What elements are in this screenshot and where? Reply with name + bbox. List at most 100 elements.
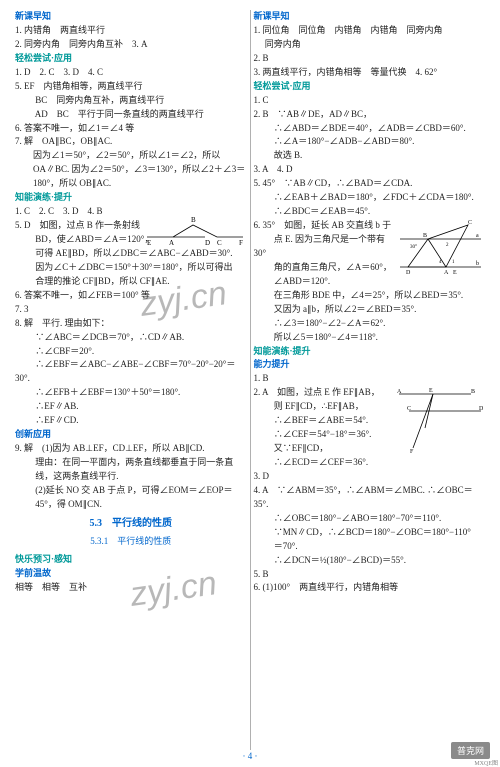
svg-text:b: b	[476, 261, 479, 267]
svg-text:30°: 30°	[410, 245, 417, 250]
page-number: · 4 ·	[243, 751, 258, 761]
svg-text:F: F	[239, 239, 243, 247]
l: 45°，得 OM∥CN.	[15, 498, 247, 512]
l: ∠ABD＝120°.	[253, 275, 393, 289]
l: ∴EF∥AB.	[15, 400, 247, 414]
l: 因为∠1＝50°，∠2＝50°，所以∠1＝∠2，所以	[15, 149, 247, 163]
l: 则 EF∥CD，∴EF∥AB，	[253, 400, 393, 414]
l: ∴∠BEF＝∠ABE＝54°.	[253, 414, 393, 428]
l: 理由：在同一平面内，两条直线都垂直于同一条直	[15, 456, 247, 470]
l: 6. 答案不唯一，如∠FEB＝100° 等	[15, 289, 247, 303]
svg-text:C: C	[407, 406, 411, 412]
left-heading-1: 新课早知	[15, 10, 247, 24]
l: AD BC 平行于同一条直线的两直线平行	[15, 108, 247, 122]
l: ∴∠ABD＝∠BDE＝40°，∠ADB＝∠CBD＝60°.	[253, 122, 485, 136]
right-column: 新课早知 1. 同位角 同位角 内错角 内错角 同旁内角 同旁内角 2. B 3…	[250, 10, 488, 750]
l: 在三角形 BDE 中，∠4＝25°，所以∠BED＝35°.	[253, 289, 485, 303]
l: 2. B ∵AB∥DE，AD∥BC，	[253, 108, 485, 122]
site-logo-sub: MXQE图	[474, 758, 498, 767]
l: ∴∠BDC＝∠EAB＝45°.	[253, 205, 485, 219]
section-title: 5.3 平行线的性质	[15, 516, 247, 532]
l: ∴∠OBC＝180°−∠ABO＝180°−70°＝110°.	[253, 512, 485, 526]
svg-text:D: D	[479, 406, 483, 412]
right-heading-4: 能力提升	[253, 358, 485, 372]
right-heading-1: 新课早知	[253, 10, 485, 24]
l: 6. 35° 如图，延长 AB 交直线 b 于	[253, 219, 393, 233]
svg-text:D: D	[406, 270, 411, 276]
svg-text:E: E	[147, 239, 151, 247]
l: 1. C	[253, 94, 485, 108]
l: 5. EF 内错角相等，两直线平行	[15, 80, 247, 94]
l: 1. 同位角 同位角 内错角 内错角 同旁内角	[253, 24, 485, 38]
svg-text:C: C	[468, 220, 472, 226]
figure-3: A B C D E F	[393, 386, 483, 461]
left-heading-4: 创新应用	[15, 428, 247, 442]
l: 线，这两条直线平行.	[15, 470, 247, 484]
l: 2. 同旁内角 同旁内角互补 3. A	[15, 38, 247, 52]
svg-text:E: E	[453, 270, 457, 276]
l: BC 同旁内角互补，两直线平行	[15, 94, 247, 108]
l: ∴∠EBF＝∠ABC−∠ABE−∠CBF＝70°−20°−20°＝30°.	[15, 358, 247, 386]
l: 合理的推论 CF∥BD，所以 CF∥AE.	[15, 275, 247, 289]
svg-text:A: A	[397, 389, 402, 395]
svg-text:2: 2	[446, 243, 449, 248]
svg-text:F: F	[410, 449, 414, 455]
l: 5. B	[253, 568, 485, 582]
l: 7. 3	[15, 303, 247, 317]
subsection-title: 5.3.1 平行线的性质	[15, 535, 247, 549]
l: 9. 解 (1)因为 AB⊥EF，CD⊥EF，所以 AB∥CD.	[15, 442, 247, 456]
l: ∴EF∥CD.	[15, 414, 247, 428]
svg-text:A: A	[169, 239, 174, 247]
svg-text:E: E	[429, 388, 433, 394]
l: 7. 解 OA∥BC，OB∥AC.	[15, 135, 247, 149]
right-heading-3: 知能演练·提升	[253, 345, 485, 359]
fig-wrap-1: E A B D C F 5. D 如图，过点 B 作一条射线 BD，使∠ABD＝…	[15, 219, 247, 247]
l: ∴∠A＝180°−∠ADB−∠ABD＝80°.	[253, 135, 485, 149]
svg-text:1: 1	[452, 260, 455, 265]
figure-1: E A B D C F	[145, 217, 245, 252]
l: (2)延长 NO 交 AB 于点 P，可得∠EOM＝∠EOP＝	[15, 484, 247, 498]
page: 新课早知 1. 内错角 两直线平行 2. 同旁内角 同旁内角互补 3. A 轻松…	[0, 0, 500, 760]
l: ∴∠EFB＋∠EBF＝130°＋50°＝180°.	[15, 386, 247, 400]
l: ∴∠EAB＋∠BAD＝180°，∠FDC＋∠CDA＝180°.	[253, 191, 485, 205]
l: 5. 45° ∵AB∥CD，∴∠BAD＝∠CDA.	[253, 177, 485, 191]
l: ∵MN∥CD，∴∠BCD＝180°−∠OBC＝180°−110°	[253, 526, 485, 540]
l: ＝70°.	[253, 540, 485, 554]
figure-2: C a b B D A E 30° 2 4 1	[398, 219, 483, 282]
l: 1. B	[253, 372, 485, 386]
svg-text:C: C	[217, 239, 222, 247]
l: OA∥BC. 因为∠2＝50°，∠3＝130°，所以∠2＋∠3＝	[15, 163, 247, 177]
l: 角的直角三角尺，∠A＝60°，	[253, 261, 393, 275]
l: 又∵EF∥CD，	[253, 442, 393, 456]
svg-text:B: B	[423, 233, 427, 239]
l: 180°，所以 OB∥AC.	[15, 177, 247, 191]
l: 点 E. 因为三角尺是一个带有 30°	[253, 233, 393, 261]
svg-text:B: B	[191, 217, 196, 224]
left-heading-3: 知能演练·提升	[15, 191, 247, 205]
l: 故选 B.	[253, 149, 485, 163]
l: 2. A 如图，过点 E 作 EF∥AB，	[253, 386, 393, 400]
fig-wrap-2: C a b B D A E 30° 2 4 1 6. 35° 如图，延长 AB …	[253, 219, 485, 289]
l: 4. A ∵∠ABM＝35°，∴∠ABM＝∠MBC. ∴∠OBC＝35°.	[253, 484, 485, 512]
svg-text:D: D	[205, 239, 210, 247]
l: ∵∠ABC＝∠DCB＝70°，∴CD∥AB.	[15, 331, 247, 345]
left-column: 新课早知 1. 内错角 两直线平行 2. 同旁内角 同旁内角互补 3. A 轻松…	[12, 10, 250, 750]
right-heading-2: 轻松尝试·应用	[253, 80, 485, 94]
left-heading-5: 快乐预习·感知	[15, 553, 247, 567]
l: 8. 解 平行. 理由如下：	[15, 317, 247, 331]
svg-text:a: a	[476, 233, 479, 239]
l: 3. D	[253, 470, 485, 484]
left-heading-6: 学前温故	[15, 567, 247, 581]
l: 3. A 4. D	[253, 163, 485, 177]
l: 同旁内角	[253, 38, 485, 52]
l: ∴∠3＝180°−∠2−∠A＝62°.	[253, 317, 485, 331]
svg-text:B: B	[471, 389, 475, 395]
l: ∴∠CEF＝54°−18°＝36°.	[253, 428, 393, 442]
l: ∴∠CBF＝20°.	[15, 345, 247, 359]
svg-text:A: A	[444, 270, 449, 276]
l: 因为∠C＋∠DBC＝150°＋30°＝180°，所以可得出	[15, 261, 247, 275]
l: 所以∠5＝180°−∠4＝118°.	[253, 331, 485, 345]
fig-wrap-3: A B C D E F 2. A 如图，过点 E 作 EF∥AB， 则 EF∥C…	[253, 386, 485, 456]
left-heading-2: 轻松尝试·应用	[15, 52, 247, 66]
l: 6. 答案不唯一，如∠1＝∠4 等	[15, 122, 247, 136]
